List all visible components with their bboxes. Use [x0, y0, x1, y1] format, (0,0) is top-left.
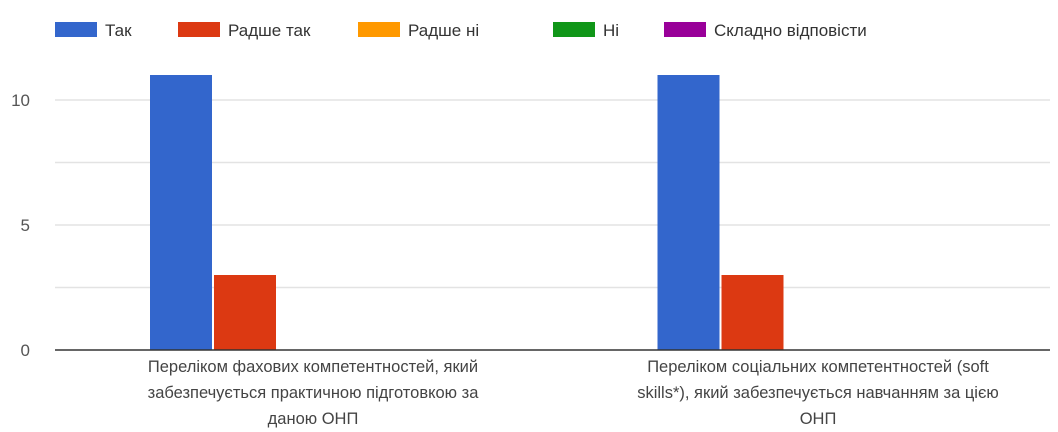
- legend-item: Так: [55, 21, 132, 40]
- x-category-label-line: забезпечується практичною підготовкою за: [148, 384, 480, 402]
- legend-swatch: [664, 22, 706, 37]
- x-category-label-line: ОНП: [800, 410, 837, 428]
- legend-item: Радше так: [178, 21, 311, 40]
- bar-1-2: [657, 75, 720, 350]
- bars: [150, 75, 784, 350]
- legend-swatch: [178, 22, 220, 37]
- y-tick-label: 10: [11, 91, 30, 110]
- legend-label: Радше так: [228, 21, 311, 40]
- bar-2-2: [721, 275, 784, 350]
- x-category-label-line: даною ОНП: [268, 410, 359, 428]
- legend-swatch: [553, 22, 595, 37]
- y-axis-ticks: 0 5 10: [11, 91, 30, 360]
- legend-item: Ні: [553, 21, 619, 40]
- legend-label: Ні: [603, 21, 619, 40]
- legend-swatch: [358, 22, 400, 37]
- legend-label: Радше ні: [408, 21, 479, 40]
- y-tick-label: 5: [21, 216, 30, 235]
- x-category-label-line: Переліком фахових компетентностей, який: [148, 358, 478, 376]
- legend-swatch: [55, 22, 97, 37]
- x-category-label-line: skills*), який забезпечується навчанням …: [637, 384, 999, 402]
- legend-item: Складно відповісти: [664, 21, 867, 40]
- legend-label: Так: [105, 21, 132, 40]
- y-tick-label: 0: [21, 341, 30, 360]
- x-category-label-line: Переліком соціальних компетентностей (so…: [647, 358, 989, 376]
- x-category-label: Переліком фахових компетентностей, який з…: [148, 358, 480, 428]
- bar-1-1: [150, 75, 212, 350]
- legend: Так Радше так Радше ні Ні Складно відповісти: [55, 21, 867, 40]
- legend-label: Складно відповісти: [714, 21, 867, 40]
- legend-item: Радше ні: [358, 21, 479, 40]
- bar-2-1: [214, 275, 276, 350]
- x-category-label: Переліком соціальних компетентностей (so…: [637, 358, 999, 428]
- category-labels: Переліком фахових компетентностей, який з…: [148, 358, 999, 428]
